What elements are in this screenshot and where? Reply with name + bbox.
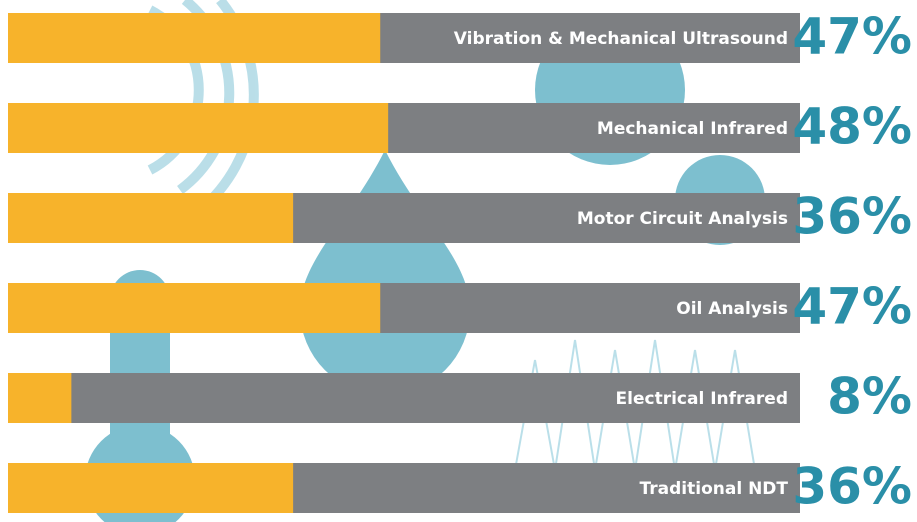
bar	[8, 193, 293, 243]
bar	[8, 103, 388, 153]
bar	[8, 463, 293, 513]
drop	[300, 150, 470, 395]
bar	[8, 373, 71, 423]
bar	[8, 13, 380, 63]
category-label: Traditional NDT	[640, 479, 789, 499]
bar	[8, 283, 380, 333]
chart: Vibration & Mechanical Ultrasound47%Mech…	[0, 0, 917, 522]
value-label: 47%	[792, 278, 912, 336]
category-label: Mechanical Infrared	[597, 119, 788, 139]
background-shapes	[85, 15, 765, 522]
category-label: Vibration & Mechanical Ultrasound	[454, 29, 788, 49]
value-label: 36%	[792, 188, 912, 246]
value-label: 8%	[827, 368, 912, 426]
category-label: Oil Analysis	[676, 299, 788, 319]
category-label: Motor Circuit Analysis	[577, 209, 788, 229]
category-label: Electrical Infrared	[616, 389, 788, 409]
value-label: 48%	[792, 98, 912, 156]
value-label: 47%	[792, 8, 912, 66]
value-label: 36%	[792, 458, 912, 516]
